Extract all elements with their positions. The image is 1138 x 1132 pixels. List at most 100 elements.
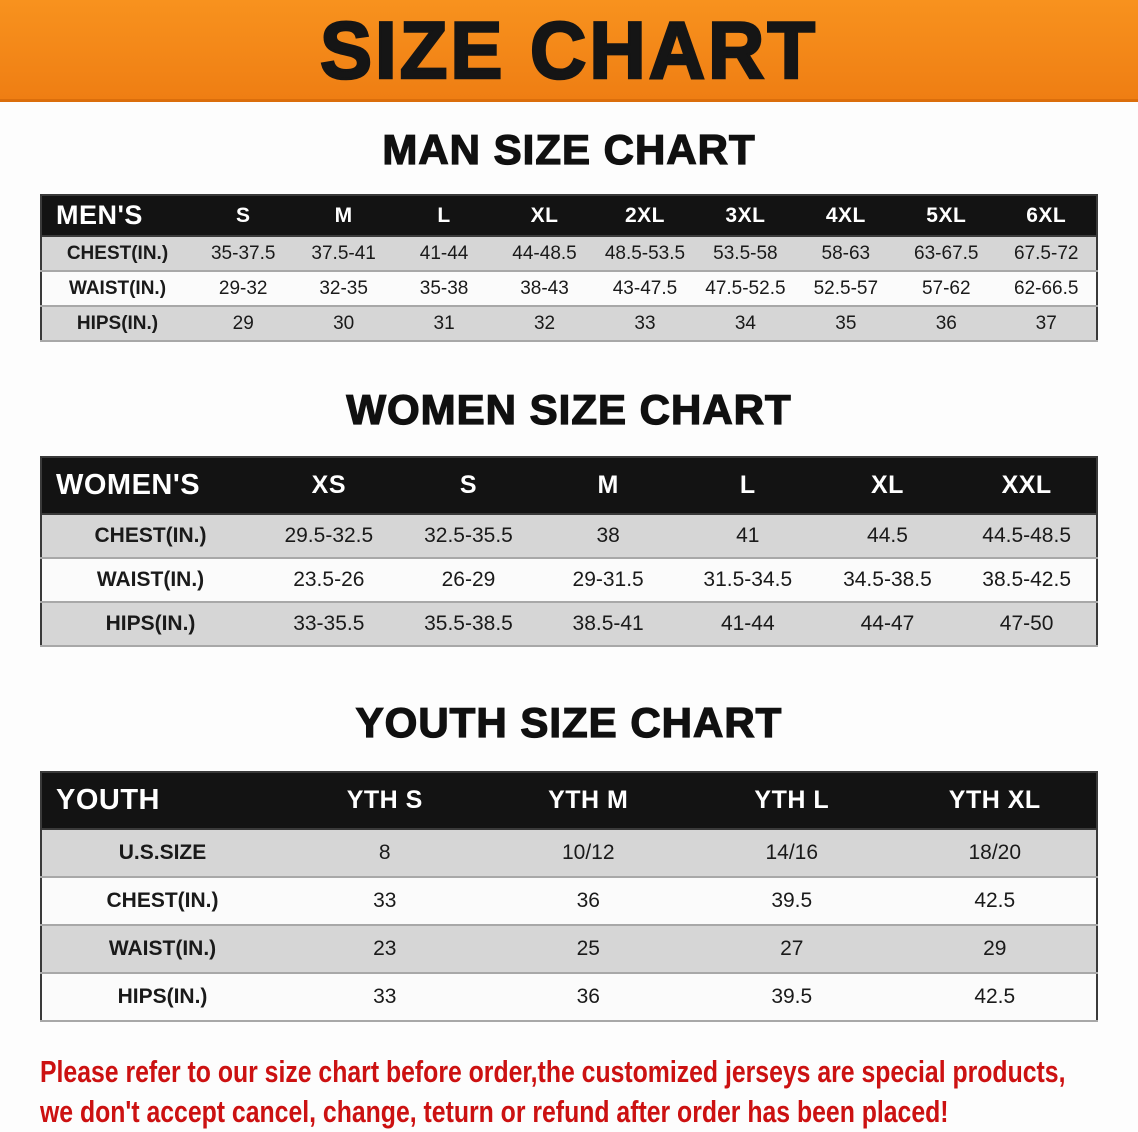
value-cell: 37 — [1035, 312, 1057, 334]
size-header-cell: XL — [494, 195, 595, 236]
value-cell: 29 — [983, 937, 1007, 960]
table-row: WAIST(IN.) 23 25 27 29 — [41, 925, 1097, 973]
value-cell: 32-35 — [319, 277, 368, 299]
value-cell: 38.5-41 — [572, 612, 644, 635]
value-cell: 41 — [736, 524, 760, 547]
value-cell: 31 — [433, 312, 455, 334]
row-label-cell: CHEST(IN.) — [66, 242, 169, 264]
value-cell: 38 — [596, 524, 620, 547]
value-cell: 33 — [373, 889, 397, 912]
value-cell: 18/20 — [968, 841, 1022, 864]
row-label-cell: HIPS(IN.) — [117, 985, 208, 1008]
size-header-cell: XS — [259, 457, 399, 514]
value-cell: 26-29 — [441, 568, 496, 591]
women-size-chart-section: WOMEN SIZE CHART WOMEN'S XS S M L XL XXL CHEST(… — [0, 385, 1138, 647]
man-size-chart-heading: MAN SIZE CHART — [382, 125, 756, 173]
value-cell: 8 — [378, 841, 391, 864]
size-table: YOUTH YTH S YTH M YTH L YTH XL U.S.SIZE 8 10/12… — [40, 771, 1098, 1022]
value-cell: 58-63 — [821, 242, 871, 264]
value-cell: 44.5-48.5 — [982, 524, 1072, 547]
value-cell: 35-38 — [419, 277, 469, 299]
size-chart-banner: SIZE CHART — [0, 0, 1138, 102]
value-cell: 36 — [576, 985, 600, 1008]
value-cell: 29 — [232, 312, 254, 334]
value-cell: 33 — [634, 312, 656, 334]
table-title-cell: MEN'S — [41, 195, 193, 236]
table-row: CHEST(IN.) 35-37.5 37.5-41 41-44 44-48.5 48.5… — [41, 236, 1097, 271]
value-cell: 41-44 — [419, 242, 469, 264]
disclaimer-line-1: Please refer to our size chart before or… — [40, 1054, 1066, 1089]
row-label-cell: WAIST(IN.) — [96, 568, 205, 591]
value-cell: 34.5-38.5 — [843, 568, 932, 591]
size-header-cell: 3XL — [695, 195, 796, 236]
value-cell: 47.5-52.5 — [705, 277, 786, 299]
table-row: CHEST(IN.) 33 36 39.5 42.5 — [41, 877, 1097, 925]
table-row: HIPS(IN.) 33 36 39.5 42.5 — [41, 973, 1097, 1021]
value-cell: 42.5 — [974, 889, 1016, 912]
value-cell: 23 — [373, 937, 397, 960]
value-cell: 39.5 — [771, 985, 813, 1008]
value-cell: 36 — [935, 312, 957, 334]
value-cell: 47-50 — [999, 612, 1054, 635]
table-header-row: MEN'S S M L XL 2XL 3XL 4XL 5XL 6XL — [41, 195, 1097, 236]
mens-size-table: MEN'S S M L XL 2XL 3XL 4XL 5XL 6XL CHEST(IN.) 35-37… — [40, 194, 1098, 342]
table-row: HIPS(IN.) 29 30 31 32 33 34 35 36 37 — [41, 306, 1097, 341]
size-header-cell: M — [538, 457, 678, 514]
youth-size-table: YOUTH YTH S YTH M YTH L YTH XL U.S.SIZE 8 10/12… — [40, 771, 1098, 1022]
table-row: U.S.SIZE 8 10/12 14/16 18/20 — [41, 829, 1097, 877]
value-cell: 37.5-41 — [311, 242, 376, 264]
table-title-cell: YOUTH — [41, 772, 283, 829]
row-label-cell: CHEST(IN.) — [94, 524, 207, 547]
size-header-cell: YTH XL — [893, 772, 1097, 829]
table-row: HIPS(IN.) 33-35.5 35.5-38.5 38.5-41 41-44 44-… — [41, 602, 1097, 646]
size-header-cell: M — [293, 195, 394, 236]
women-size-chart-heading: WOMEN SIZE CHART — [346, 385, 792, 433]
size-header-cell: XXL — [957, 457, 1097, 514]
womens-size-table: WOMEN'S XS S M L XL XXL CHEST(IN.) 29.5-32.5 32.5… — [40, 456, 1098, 647]
value-cell: 30 — [333, 312, 355, 334]
value-cell: 29.5-32.5 — [284, 524, 374, 547]
size-header-cell: S — [398, 457, 539, 514]
value-cell: 67.5-72 — [1014, 242, 1079, 264]
size-header-cell: L — [677, 457, 818, 514]
man-size-chart-section: MAN SIZE CHART MEN'S S M L XL 2XL 3XL 4XL 5XL 6XL… — [0, 125, 1138, 342]
value-cell: 33-35.5 — [293, 612, 365, 635]
value-cell: 34 — [734, 312, 756, 334]
value-cell: 57-62 — [921, 277, 971, 299]
value-cell: 29-31.5 — [572, 568, 644, 591]
size-table: MEN'S S M L XL 2XL 3XL 4XL 5XL 6XL CHEST(IN.) 35-37… — [40, 194, 1098, 342]
value-cell: 35-37.5 — [210, 242, 276, 264]
youth-size-chart-heading: YOUTH SIZE CHART — [355, 698, 783, 746]
value-cell: 36 — [576, 889, 600, 912]
value-cell: 23.5-26 — [293, 568, 365, 591]
value-cell: 29-32 — [218, 277, 268, 299]
value-cell: 41-44 — [720, 612, 775, 635]
value-cell: 31.5-34.5 — [703, 568, 793, 591]
value-cell: 32.5-35.5 — [424, 524, 513, 547]
value-cell: 43-47.5 — [612, 277, 678, 299]
table-header-row: WOMEN'S XS S M L XL XXL — [41, 457, 1097, 514]
value-cell: 39.5 — [771, 889, 813, 912]
row-label-cell: HIPS(IN.) — [105, 612, 196, 635]
table-row: CHEST(IN.) 29.5-32.5 32.5-35.5 38 41 44.5 44.5… — [41, 514, 1097, 558]
value-cell: 35 — [835, 312, 857, 334]
value-cell: 53.5-58 — [713, 242, 778, 264]
size-header-cell: YTH S — [283, 772, 487, 829]
row-label-cell: WAIST(IN.) — [68, 277, 167, 299]
value-cell: 14/16 — [765, 841, 819, 864]
size-header-cell: 5XL — [896, 195, 997, 236]
value-cell: 52.5-57 — [813, 277, 879, 299]
value-cell: 27 — [780, 937, 804, 960]
row-label-cell: HIPS(IN.) — [76, 312, 159, 334]
size-header-cell: 4XL — [795, 195, 897, 236]
size-header-cell: S — [193, 195, 294, 236]
value-cell: 38-43 — [520, 277, 569, 299]
row-label-cell: CHEST(IN.) — [106, 889, 219, 912]
value-cell: 44-48.5 — [512, 242, 577, 264]
size-header-cell: 6XL — [996, 195, 1097, 236]
disclaimer-text: Please refer to our size chart before or… — [40, 1052, 1138, 1131]
value-cell: 42.5 — [974, 985, 1016, 1008]
table-title-cell: WOMEN'S — [41, 457, 259, 514]
value-cell: 62-66.5 — [1014, 277, 1079, 299]
size-chart-title: SIZE CHART — [319, 3, 818, 96]
